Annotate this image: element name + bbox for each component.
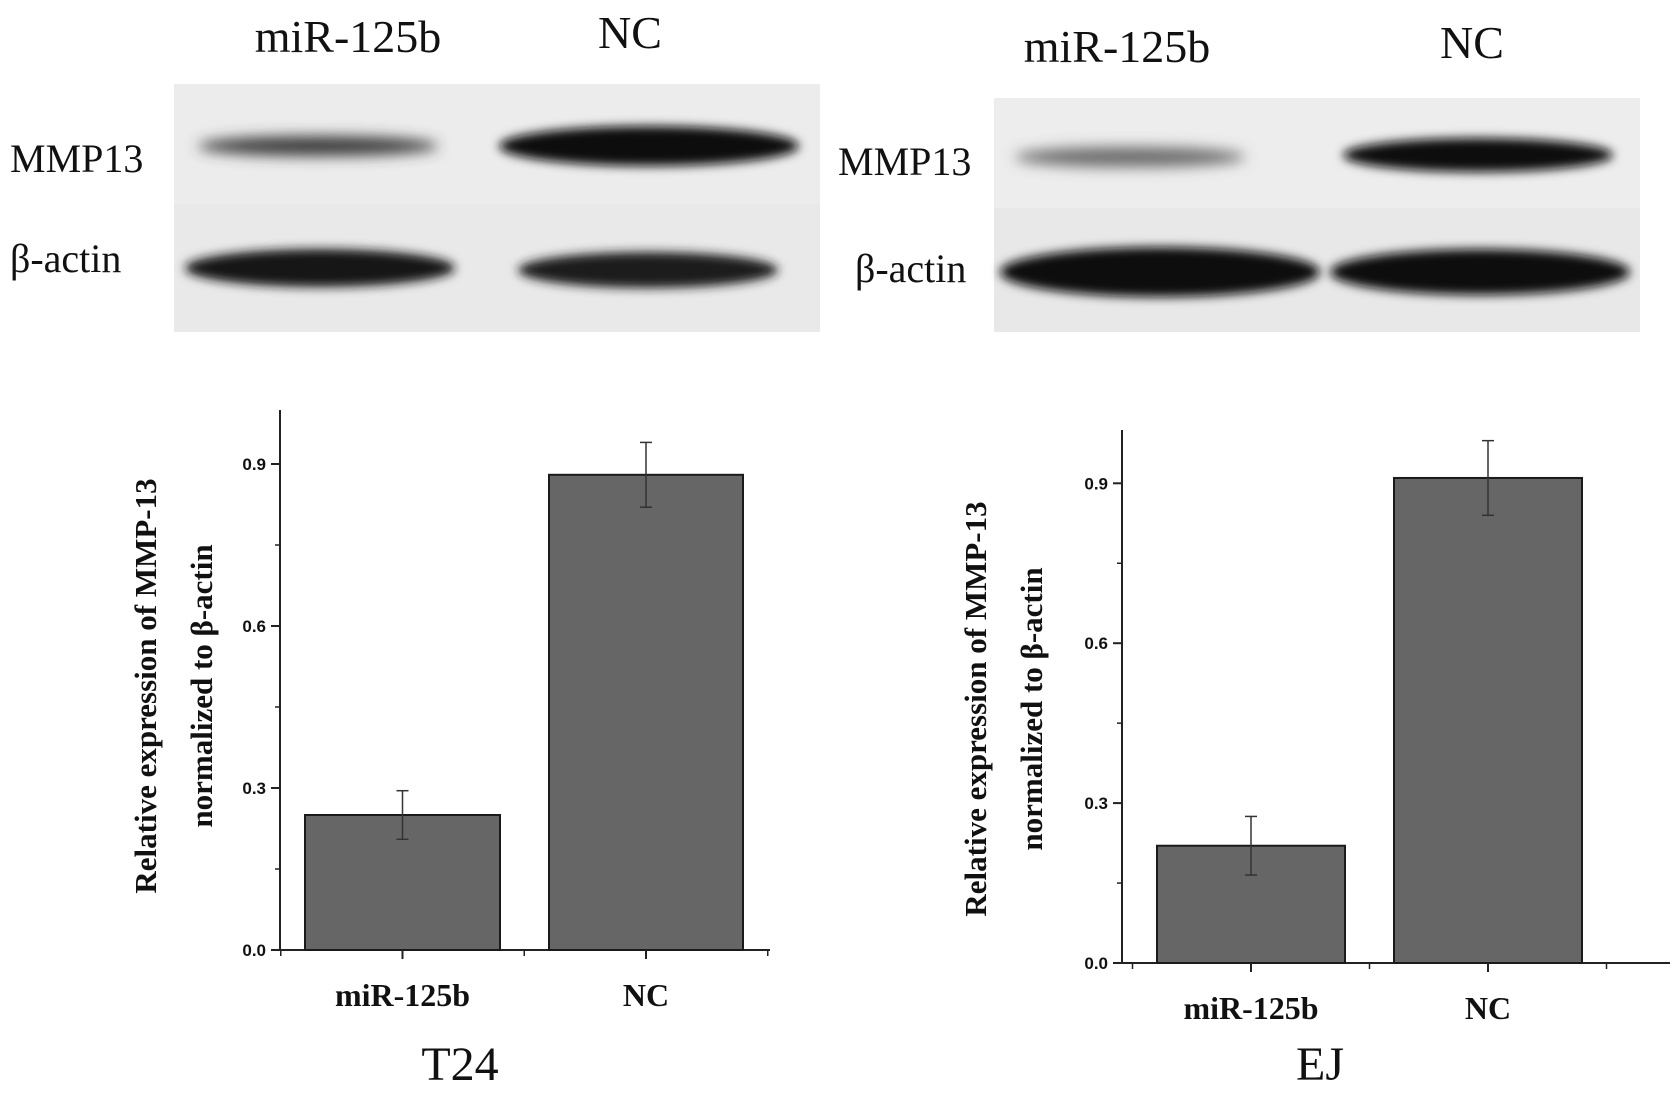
lane-header-nc-ej: NC <box>1440 17 1504 68</box>
blot-ej: miR-125b NC MMP13 β-actin <box>838 17 1640 332</box>
category-label-ej-0: miR-125b <box>1183 990 1318 1026</box>
y-tick-label-ej: 0.3 <box>1084 794 1108 813</box>
y-axis-label-line2-t24: normalized to β-actin <box>184 544 219 827</box>
band-label-mmp13-t24: MMP13 <box>10 136 143 181</box>
y-tick-label-t24: 0.0 <box>242 941 266 960</box>
y-axis-label-line2-ej: normalized to β-actin <box>1014 567 1049 850</box>
category-label-t24-1: NC <box>623 977 669 1013</box>
bar-chart-t24: Relative expression of MMP-13 normalized… <box>128 410 770 1091</box>
bar-ej-1 <box>1393 476 1583 964</box>
band-label-mmp13-ej: MMP13 <box>838 139 971 184</box>
category-label-t24-0: miR-125b <box>335 977 470 1013</box>
chart-title-t24: T24 <box>421 1038 498 1089</box>
y-axis-label-line1-t24: Relative expression of MMP-13 <box>128 478 163 893</box>
category-label-ej-1: NC <box>1465 990 1511 1026</box>
band-actin-nc-ej <box>1330 249 1630 295</box>
y-tick-label-t24: 0.9 <box>242 455 266 474</box>
y-tick-label-ej: 0.9 <box>1084 474 1108 493</box>
band-actin-mir125b-t24 <box>185 249 455 287</box>
blot-t24: miR-125b NC MMP13 β-actin <box>10 7 820 332</box>
band-actin-mir125b-ej <box>1000 247 1320 297</box>
lane-header-mir125b-t24: miR-125b <box>255 11 442 62</box>
band-label-actin-t24: β-actin <box>10 236 121 281</box>
band-mmp13-mir125b-t24 <box>198 136 438 156</box>
band-actin-nc-t24 <box>518 252 778 288</box>
band-mmp13-mir125b-ej <box>1015 147 1245 167</box>
y-tick-label-ej: 0.6 <box>1084 634 1108 653</box>
y-tick-label-ej: 0.0 <box>1084 954 1108 973</box>
y-tick-label-t24: 0.3 <box>242 779 266 798</box>
lane-header-nc-t24: NC <box>598 7 662 58</box>
band-label-actin-ej: β-actin <box>855 246 966 291</box>
bar-t24-0 <box>304 814 501 951</box>
lane-header-mir125b-ej: miR-125b <box>1024 21 1211 72</box>
y-axis-label-line1-ej: Relative expression of MMP-13 <box>958 501 993 916</box>
chart-title-ej: EJ <box>1296 1038 1344 1089</box>
y-tick-label-t24: 0.6 <box>242 617 266 636</box>
bar-t24-1 <box>548 473 744 951</box>
band-mmp13-nc-t24 <box>499 126 799 166</box>
bar-chart-ej: Relative expression of MMP-13 normalized… <box>958 430 1670 1091</box>
band-mmp13-nc-ej <box>1343 138 1613 172</box>
